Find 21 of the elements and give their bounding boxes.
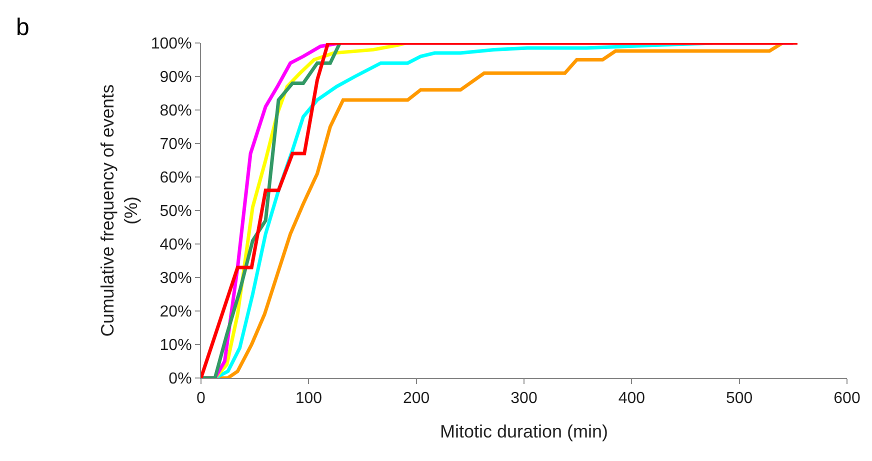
x-tick-label: 0: [196, 390, 206, 408]
x-tick-label: 200: [402, 390, 430, 408]
y-axis-title: Cumulative frequency of events (%): [98, 84, 142, 337]
y-tick-label: 70%: [160, 136, 192, 154]
y-tick-label: 60%: [160, 170, 192, 187]
y-tick-label: 80%: [160, 102, 192, 120]
y-tick-label: 0%: [168, 370, 192, 388]
y-tick-label: 40%: [160, 236, 192, 254]
y-tick-label: 90%: [160, 69, 192, 86]
y-tick-label: 100%: [150, 36, 192, 53]
x-axis-title: Mitotic duration (min): [440, 421, 608, 442]
y-tick-label: 30%: [160, 270, 192, 288]
x-tick-label: 500: [726, 390, 753, 408]
text: b: [16, 14, 30, 41]
y-tick-label: 20%: [160, 304, 192, 321]
y-tick-label: 10%: [160, 337, 192, 354]
x-tick-label: 400: [618, 390, 646, 408]
y-tick-label: 50%: [160, 203, 192, 220]
x-tick-label: 300: [510, 390, 538, 408]
x-tick-label: 600: [834, 390, 860, 408]
x-tick-label: 100: [295, 390, 322, 408]
